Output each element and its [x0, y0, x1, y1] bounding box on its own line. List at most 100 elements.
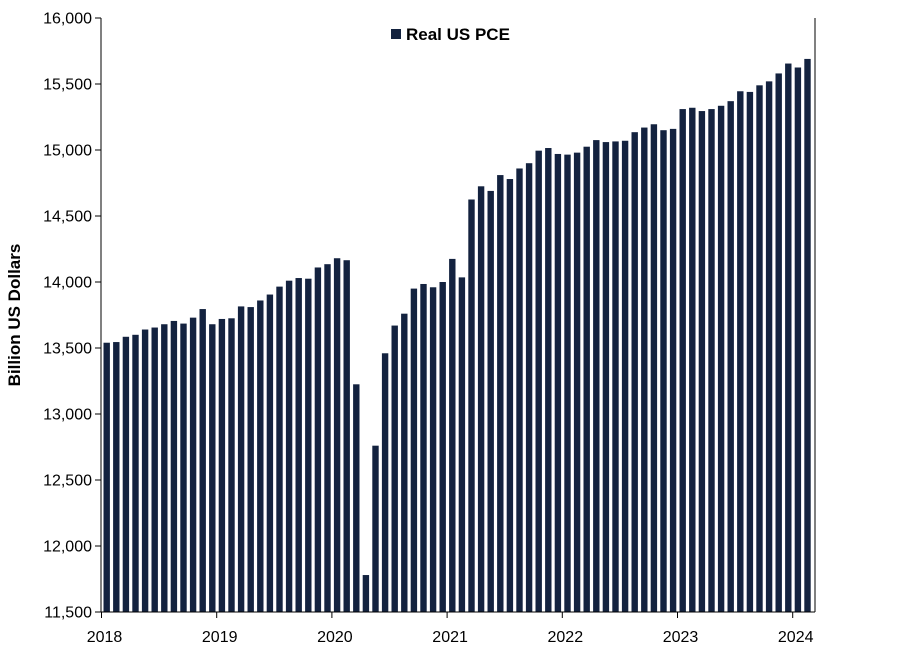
bar	[525, 163, 533, 612]
bar	[113, 342, 120, 612]
bar	[804, 58, 811, 613]
bar	[794, 67, 802, 612]
y-tick-label: 15,500	[43, 77, 92, 94]
bar	[343, 260, 350, 612]
bar	[257, 300, 264, 612]
y-tick-label: 15,000	[43, 143, 92, 160]
bar	[410, 288, 418, 612]
x-tick-label: 2020	[317, 629, 353, 646]
y-tick-label: 11,500	[44, 605, 92, 622]
bar	[497, 175, 504, 612]
bar	[737, 91, 744, 612]
bar	[285, 280, 293, 612]
bar	[151, 327, 158, 612]
bar	[477, 186, 485, 613]
x-tick-label: 2021	[432, 629, 468, 646]
bar	[727, 101, 734, 612]
bar	[429, 287, 437, 612]
bar-series	[103, 58, 811, 613]
bar	[765, 81, 773, 613]
bar	[775, 73, 782, 612]
bar	[708, 109, 715, 612]
bar	[247, 307, 254, 612]
bar	[756, 85, 763, 612]
y-tick-labels: 11,500 12,000 12,500 13,000 13,500 14,000 14,5…	[43, 11, 92, 622]
legend: Real US PCE	[391, 25, 510, 44]
bar	[170, 320, 178, 612]
x-tick-label: 2018	[87, 629, 123, 646]
bar	[717, 105, 725, 612]
x-tick-label: 2019	[202, 629, 238, 646]
bar	[535, 150, 542, 612]
bar	[564, 154, 571, 612]
bar	[199, 309, 206, 612]
bar	[487, 190, 494, 613]
bar	[573, 152, 581, 612]
bar	[593, 140, 600, 612]
bar	[237, 306, 245, 612]
x-tick-label: 2022	[548, 629, 584, 646]
y-axis-title: Billion US Dollars	[5, 244, 24, 387]
bar	[314, 267, 322, 612]
bar	[785, 63, 792, 613]
y-tick-label: 14,500	[43, 209, 92, 226]
bar	[381, 353, 389, 612]
bar	[554, 153, 562, 612]
bar	[449, 258, 456, 612]
bar	[679, 109, 686, 612]
bar	[746, 91, 754, 613]
bar	[295, 278, 302, 612]
bar	[276, 286, 283, 612]
bar	[612, 141, 619, 613]
x-tick-label: 2023	[663, 629, 699, 646]
y-axis	[95, 17, 102, 613]
bar	[218, 318, 226, 612]
bar	[266, 294, 274, 612]
bar	[228, 318, 235, 612]
y-tick-label: 12,500	[43, 473, 92, 490]
legend-label: Real US PCE	[406, 25, 510, 44]
x-tick-labels: 2018 2019 2020 2021 2022 2023 2024	[87, 629, 814, 646]
bar	[372, 445, 379, 612]
bar	[209, 324, 216, 612]
bar	[103, 342, 110, 612]
y-tick-label: 16,000	[43, 11, 92, 28]
bar	[660, 130, 667, 612]
y-tick-label: 13,000	[43, 407, 92, 424]
bar	[545, 148, 552, 612]
x-axis	[101, 611, 815, 618]
bar	[401, 313, 408, 612]
bar	[189, 317, 197, 612]
bar	[391, 325, 398, 612]
bar	[468, 199, 475, 612]
bar	[583, 146, 590, 612]
y-tick-label: 13,500	[43, 341, 92, 358]
bar	[122, 336, 130, 612]
bar	[132, 334, 139, 612]
bar	[324, 264, 331, 612]
bar	[458, 277, 466, 612]
bar	[669, 128, 677, 612]
bar	[641, 127, 648, 612]
bar	[353, 384, 360, 612]
bar	[506, 179, 514, 613]
bar	[141, 329, 149, 612]
bar	[180, 323, 187, 612]
bar	[631, 132, 638, 612]
bar	[305, 278, 312, 612]
bar	[650, 124, 658, 612]
bar	[333, 258, 341, 612]
x-tick-label: 2024	[778, 629, 814, 646]
bar	[362, 575, 370, 612]
y-tick-label: 12,000	[43, 539, 92, 556]
y-tick-label: 14,000	[43, 275, 92, 292]
legend-swatch	[391, 29, 401, 39]
bar	[439, 282, 446, 612]
bar	[621, 140, 629, 612]
bar	[689, 107, 696, 612]
bar	[516, 168, 523, 613]
bar	[602, 142, 610, 612]
bar	[698, 111, 706, 612]
bar	[161, 324, 168, 612]
